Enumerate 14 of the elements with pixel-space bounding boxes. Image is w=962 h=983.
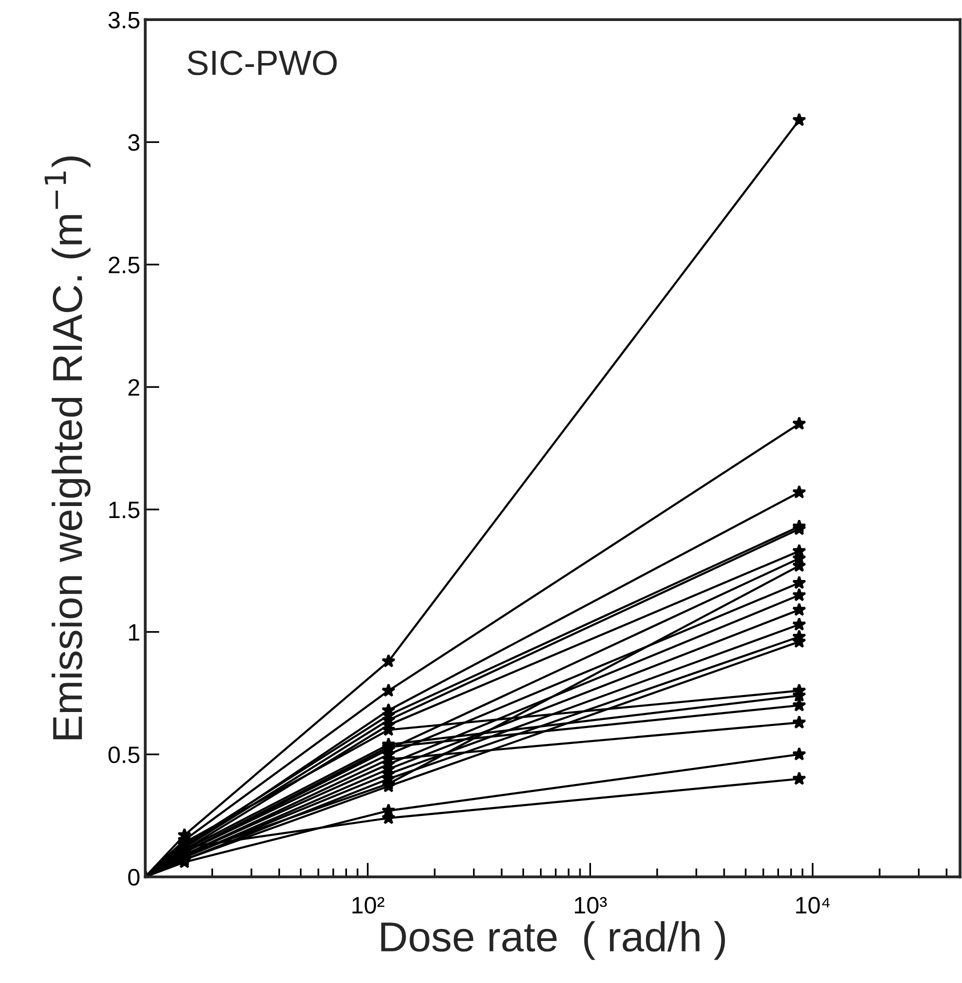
y-tick-label: 3.5	[108, 12, 140, 28]
x-tick-label: 10³	[574, 896, 607, 914]
y-tick-label: 0	[128, 868, 140, 886]
x-tick-label: 10⁴	[796, 896, 830, 914]
y-tick-label: 1	[129, 624, 140, 640]
y-tick-label: 1.5	[109, 502, 140, 518]
x-tick-label: 10²	[352, 896, 384, 914]
y-tick-label: 3	[128, 134, 140, 151]
text: SIC-PWO	[188, 50, 337, 76]
x-axis-title: Dose rate ( rad/h )	[381, 921, 725, 960]
y-tick-label: 2.5	[108, 256, 140, 274]
y-tick-label: 2	[128, 379, 140, 396]
y-axis-title: Emission weighted RIAC. (m$^{−1}$)	[44, 156, 91, 740]
y-tick-label: 0.5	[108, 746, 140, 764]
